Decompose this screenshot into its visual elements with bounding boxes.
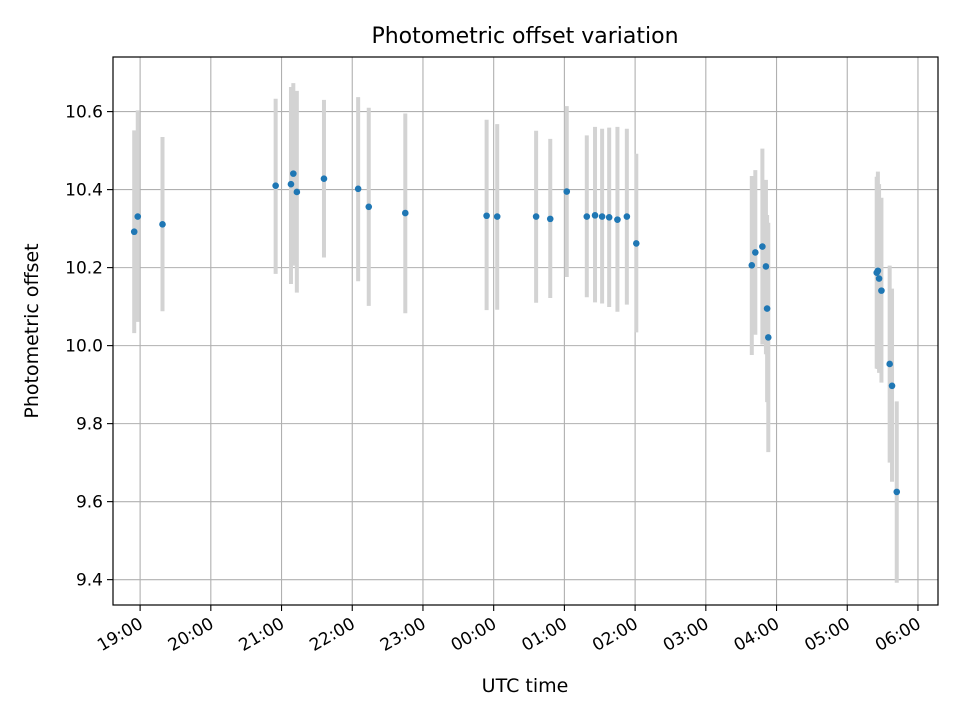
data-point — [598, 213, 606, 220]
data-point — [759, 243, 766, 250]
data-point — [493, 213, 501, 220]
data-points — [130, 170, 901, 496]
data-point — [605, 214, 613, 221]
data-point — [287, 180, 295, 188]
data-point — [159, 221, 166, 228]
data-point — [893, 488, 901, 496]
y-axis-label: Photometric offset — [21, 243, 43, 418]
data-point — [130, 228, 138, 236]
data-point — [546, 215, 554, 223]
data-point — [764, 334, 772, 341]
data-point — [874, 267, 882, 275]
data-point — [878, 287, 885, 294]
data-point — [401, 209, 409, 217]
y-tick-label: 9.6 — [76, 493, 103, 513]
data-point — [875, 275, 883, 282]
data-point — [591, 212, 599, 219]
data-point — [583, 213, 591, 220]
data-point — [532, 213, 540, 220]
y-tick-label: 10.2 — [65, 259, 103, 279]
data-point — [888, 382, 896, 390]
data-point — [748, 261, 756, 269]
data-point — [632, 240, 640, 247]
y-tick-label: 10.4 — [65, 181, 103, 201]
data-point — [752, 249, 759, 256]
data-point — [365, 203, 373, 211]
data-point — [483, 212, 490, 220]
y-tick-label: 10.6 — [65, 103, 103, 123]
data-point — [293, 188, 301, 196]
y-tick-label: 10.0 — [65, 337, 103, 357]
data-point — [320, 175, 328, 182]
grid — [113, 57, 938, 605]
x-axis-label: UTC time — [482, 675, 569, 697]
y-tick-label: 9.8 — [76, 415, 103, 435]
data-point — [886, 360, 893, 368]
data-point — [354, 185, 362, 193]
data-point — [563, 188, 571, 195]
chart-title: Photometric offset variation — [371, 24, 678, 49]
data-point — [290, 170, 297, 177]
data-point — [763, 305, 771, 312]
data-point — [623, 213, 631, 220]
data-point — [614, 216, 621, 223]
y-axis-ticks: 9.4 9.6 9.8 10.0 10.2 10.4 10.6 — [65, 103, 113, 591]
plot-frame — [112, 56, 939, 606]
data-point — [272, 182, 279, 190]
y-tick-label: 9.4 — [76, 571, 103, 591]
data-point — [762, 263, 770, 270]
data-point — [134, 213, 142, 220]
